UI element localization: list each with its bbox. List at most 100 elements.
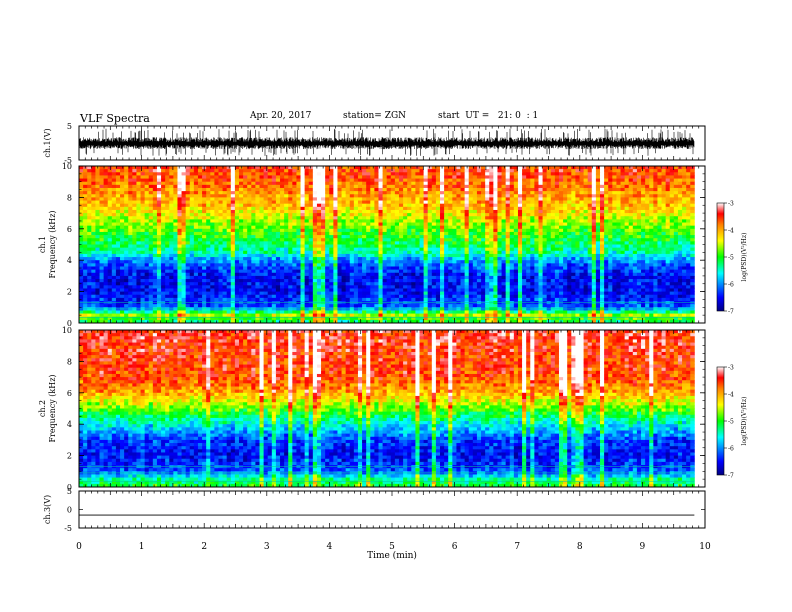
ch1-spectrogram-cell xyxy=(522,169,527,173)
ch1-spectrogram-cell xyxy=(115,191,121,195)
ch1-spectrogram-cell xyxy=(362,178,367,183)
ch1-spectrogram-cell xyxy=(489,169,494,173)
ch1-spectrogram-cell xyxy=(95,222,100,227)
ch1-spectrogram-cell xyxy=(165,172,170,176)
ch1-spectrogram-cell xyxy=(189,263,195,267)
ch1-spectrogram-cell xyxy=(226,191,232,195)
ch1-spectrogram-cell xyxy=(435,219,441,223)
ch1-spectrogram-cell xyxy=(251,216,256,220)
ch1-spectrogram-cell xyxy=(575,206,580,211)
ch1-spectrogram-cell xyxy=(115,219,121,223)
ch1-spectrogram-cell xyxy=(177,181,182,186)
ch1-spectrogram-cell xyxy=(284,238,289,242)
ch1-spectrogram-cell xyxy=(690,175,695,179)
ch1-spectrogram-cell xyxy=(546,187,552,192)
ch1-spectrogram-cell xyxy=(321,228,326,233)
ch1-spectrogram-cell xyxy=(575,228,580,233)
ch1-spectrogram-cell xyxy=(661,257,667,261)
ch1-spectrogram-cell xyxy=(165,235,170,239)
ch1-spectrogram-cell xyxy=(682,172,687,176)
ch1-spectrogram-cell xyxy=(448,228,453,233)
ch1-spectrogram-cell xyxy=(382,219,388,223)
ch1-spectrogram-cell xyxy=(181,203,187,208)
ch1-spectrogram-cell xyxy=(616,203,621,208)
ch1-spectrogram-cell xyxy=(390,225,396,230)
ch1-spectrogram-cell xyxy=(407,213,412,217)
ch1-spectrogram-cell xyxy=(468,231,474,236)
ch1-spectrogram-cell xyxy=(362,203,367,208)
ch1-spectrogram-cell xyxy=(95,175,100,179)
ch1-waveform-ytick-label: -5 xyxy=(64,156,72,165)
ch1-spectrogram-cell xyxy=(673,206,679,211)
ch1-spectrogram-cell xyxy=(132,241,137,245)
ch1-spectrogram-cell xyxy=(103,184,109,189)
ch1-spectrogram-cell xyxy=(132,228,137,233)
ch1-spectrogram-cell xyxy=(136,219,141,223)
ch1-spectrogram-cell xyxy=(267,247,273,252)
ch1-spectrogram-cell xyxy=(604,181,609,186)
ch1-spectrogram-cell xyxy=(661,187,667,192)
ch1-spectrogram-cell xyxy=(234,181,240,186)
ch1-spectrogram-cell xyxy=(115,169,121,173)
ch1-spectrogram-cell xyxy=(558,197,564,201)
ch1-spectrogram-cell xyxy=(415,263,420,267)
ch1-spectrogram-cell xyxy=(218,219,223,223)
ch1-spectrogram-cell xyxy=(440,228,445,233)
ch1-spectrogram-cell xyxy=(185,178,191,183)
ch1-spectrogram-cell xyxy=(542,203,548,208)
ch1-spectrogram-cell xyxy=(308,181,314,186)
ch1-spectrogram-cell xyxy=(378,191,383,195)
ch1-spectrogram-cell xyxy=(403,228,408,233)
ch1-spectrogram-cell xyxy=(357,213,363,217)
ch1-spectrogram-cell xyxy=(677,181,683,186)
ch1-spectrogram-cell xyxy=(616,244,621,249)
ch1-spectrogram-cell xyxy=(411,172,416,176)
ch1-spectrogram-cell xyxy=(321,203,326,208)
ch1-spectrogram-cell xyxy=(435,225,441,230)
ch1-spectrogram-cell xyxy=(509,222,515,227)
ch1-spectrogram-cell xyxy=(403,166,408,170)
ch1-spectrogram-cell xyxy=(115,263,121,267)
ch1-spectrogram-cell xyxy=(665,200,671,205)
ch1-spectrogram-cell xyxy=(91,231,96,236)
ch1-spectrogram-cell xyxy=(193,228,199,233)
ch1-spectrogram-cell xyxy=(181,172,187,176)
ch1-spectrogram-cell xyxy=(337,244,342,249)
ch1-spectrogram-cell xyxy=(677,216,683,220)
ch1-spectrogram-cell xyxy=(456,200,461,205)
ch1-spectrogram-cell xyxy=(226,184,232,189)
ch1-spectrogram-cell xyxy=(641,231,646,236)
ch1-spectrogram-cell xyxy=(333,169,338,173)
ch1-spectrogram-cell xyxy=(152,216,158,220)
ch1-spectrogram-cell xyxy=(366,225,371,230)
ch1-spectrogram-cell xyxy=(665,219,671,223)
ch1-spectrogram-cell xyxy=(452,250,457,255)
ch1-spectrogram-cell xyxy=(464,172,470,176)
ch1-spectrogram-cell xyxy=(509,200,515,205)
ch1-spectrogram-cell xyxy=(210,166,215,170)
ch1-spectrogram-cell xyxy=(255,244,260,249)
ch1-spectrogram-cell xyxy=(144,263,150,267)
ch1-spectrogram-cell xyxy=(517,241,523,245)
ch1-spectrogram-cell xyxy=(641,172,646,176)
ch1-spectrogram-cell xyxy=(374,253,379,258)
ch1-spectrogram-cell xyxy=(686,184,691,189)
ch1-spectrogram-cell xyxy=(111,238,117,242)
ch1-spectrogram-cell xyxy=(312,191,318,195)
ch1-spectrogram-cell xyxy=(682,225,687,230)
ch1-spectrogram-cell xyxy=(357,244,363,249)
ch1-spectrogram-cell xyxy=(509,209,515,214)
ch1-spectrogram-cell xyxy=(657,206,662,211)
ch1-spectrogram-cell xyxy=(132,206,137,211)
ch1-spectrogram-cell xyxy=(316,241,322,245)
ch1-spectrogram-cell xyxy=(690,247,695,252)
ch1-spectrogram-cell xyxy=(362,172,367,176)
ch1-spectrogram-cell xyxy=(591,247,597,252)
ch1-spectrogram-cell xyxy=(210,219,215,223)
ch1-spectrogram-cell xyxy=(132,187,137,192)
ch1-spectrogram-cell xyxy=(161,222,166,227)
ch1-spectrogram-cell xyxy=(636,166,642,170)
ch1-spectrogram-cell xyxy=(218,169,223,173)
ch1-spectrogram-cell xyxy=(546,209,552,214)
ch1-spectrogram-cell xyxy=(628,260,634,264)
